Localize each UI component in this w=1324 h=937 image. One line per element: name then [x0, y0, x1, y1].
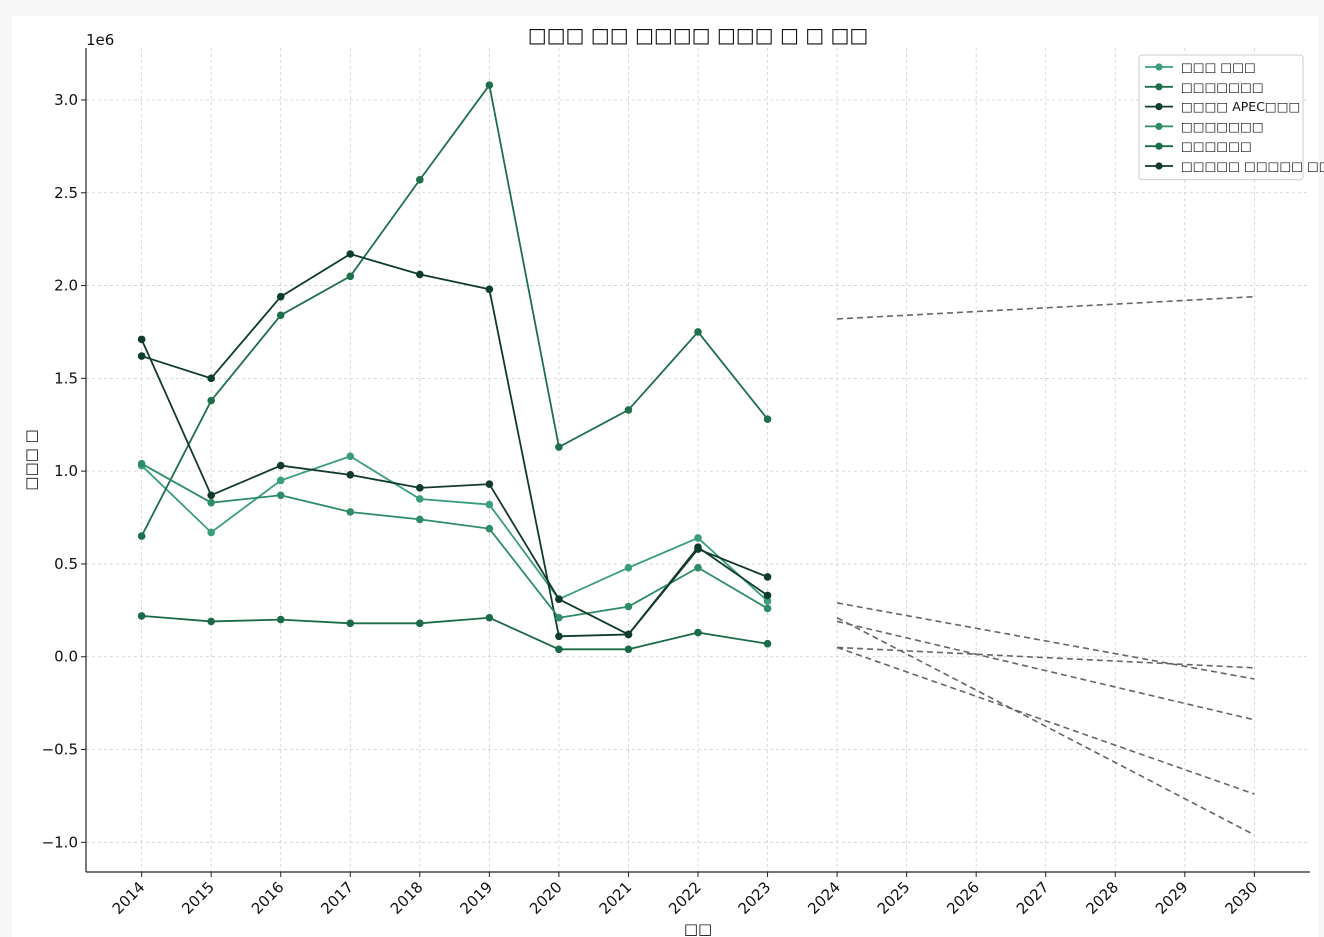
- data-point: [763, 597, 772, 605]
- data-point: [276, 491, 285, 500]
- data-point: [624, 602, 633, 611]
- data-point: [346, 250, 355, 258]
- legend-label: □□□□□□□: [1181, 79, 1264, 94]
- data-point: [624, 645, 633, 654]
- legend: □□□ □□□□□□□□□□□□□□ APEC□□□□□□□□□□□□□□□□□…: [1138, 54, 1324, 181]
- data-point: [763, 573, 772, 581]
- data-point: [416, 515, 424, 524]
- data-point: [694, 563, 702, 572]
- data-point: [137, 352, 146, 360]
- y-tick-label: −0.5: [42, 741, 78, 759]
- legend-swatch-marker: [1155, 83, 1163, 91]
- data-point: [555, 595, 563, 603]
- data-point: [694, 328, 702, 336]
- y-tick-label: 3.0: [54, 91, 78, 109]
- data-point: [485, 613, 494, 622]
- series-line: [141, 455, 769, 602]
- series-line: [141, 614, 768, 651]
- data-point: [346, 452, 355, 461]
- legend-label: □□□□□□□: [1181, 119, 1264, 134]
- y-tick-label: 2.0: [54, 277, 78, 295]
- data-point: [624, 406, 633, 414]
- chart-title: □□□ □□ □□□□ □□□ □ □ □□: [528, 23, 869, 47]
- data-point: [416, 495, 424, 503]
- data-point: [207, 491, 215, 500]
- data-point: [416, 619, 424, 628]
- y-tick-label: 2.5: [54, 184, 78, 202]
- forecast-line: [836, 602, 1255, 680]
- figure-background: [12, 16, 1318, 937]
- forecast-lines: [836, 295, 1255, 836]
- data-point: [346, 471, 355, 479]
- data-point: [346, 272, 355, 281]
- data-point: [276, 311, 285, 320]
- data-point: [555, 645, 563, 654]
- legend-swatch-marker: [1155, 63, 1163, 71]
- series-line: [141, 462, 769, 619]
- series-lines: [137, 81, 772, 654]
- data-point: [346, 619, 355, 628]
- y-tick-label: 1.5: [54, 369, 78, 387]
- data-point: [416, 270, 424, 279]
- data-point: [276, 461, 285, 470]
- legend-label: □□□□ APEC□□□: [1181, 99, 1300, 114]
- data-point: [137, 532, 146, 540]
- data-point: [207, 498, 215, 507]
- data-point: [207, 617, 215, 626]
- y-offset-text: 1e6: [86, 31, 114, 49]
- data-point: [694, 534, 702, 542]
- legend-label: □□□□□ □□□□□ □□□□: [1181, 159, 1324, 174]
- forecast-line: [836, 617, 1255, 836]
- data-point: [485, 285, 494, 294]
- data-point: [207, 528, 215, 537]
- y-tick-label: 0.5: [54, 555, 78, 573]
- grid: [86, 48, 1310, 872]
- data-point: [485, 81, 494, 89]
- data-point: [137, 459, 146, 468]
- legend-swatch-marker: [1155, 103, 1163, 111]
- data-point: [276, 292, 285, 301]
- forecast-line: [836, 646, 1255, 795]
- y-tick-label: −1.0: [42, 833, 78, 851]
- data-point: [624, 563, 633, 572]
- x-axis-title: □□: [684, 920, 712, 937]
- data-point: [624, 630, 633, 639]
- data-point: [763, 415, 772, 423]
- data-point: [416, 175, 424, 184]
- data-point: [207, 374, 215, 383]
- data-point: [485, 500, 494, 509]
- data-point: [555, 443, 563, 451]
- data-point: [137, 335, 146, 344]
- data-point: [763, 591, 772, 600]
- data-point: [555, 632, 563, 641]
- y-tick-label: 1.0: [54, 462, 78, 480]
- data-point: [555, 613, 563, 622]
- data-point: [276, 476, 285, 485]
- data-point: [485, 480, 494, 488]
- series-line: [140, 82, 769, 537]
- legend-swatch-marker: [1155, 162, 1163, 170]
- series-line: [140, 339, 768, 636]
- y-tick-label: 0.0: [54, 648, 78, 666]
- data-point: [763, 604, 772, 613]
- legend-label: □□□ □□□: [1181, 60, 1256, 75]
- data-point: [694, 545, 702, 553]
- forecast-line: [836, 620, 1255, 721]
- y-axis-title: □□□ □: [22, 429, 40, 490]
- data-point: [207, 396, 215, 405]
- legend-swatch-marker: [1155, 122, 1163, 130]
- data-point: [485, 524, 494, 533]
- data-point: [346, 508, 355, 516]
- data-point: [694, 628, 702, 637]
- legend-swatch-marker: [1155, 142, 1163, 150]
- data-point: [137, 612, 146, 620]
- data-point: [763, 639, 772, 648]
- legend-label: □□□□□□: [1181, 139, 1252, 154]
- legend-box: [1138, 54, 1304, 181]
- data-point: [416, 484, 424, 492]
- data-point: [276, 615, 285, 624]
